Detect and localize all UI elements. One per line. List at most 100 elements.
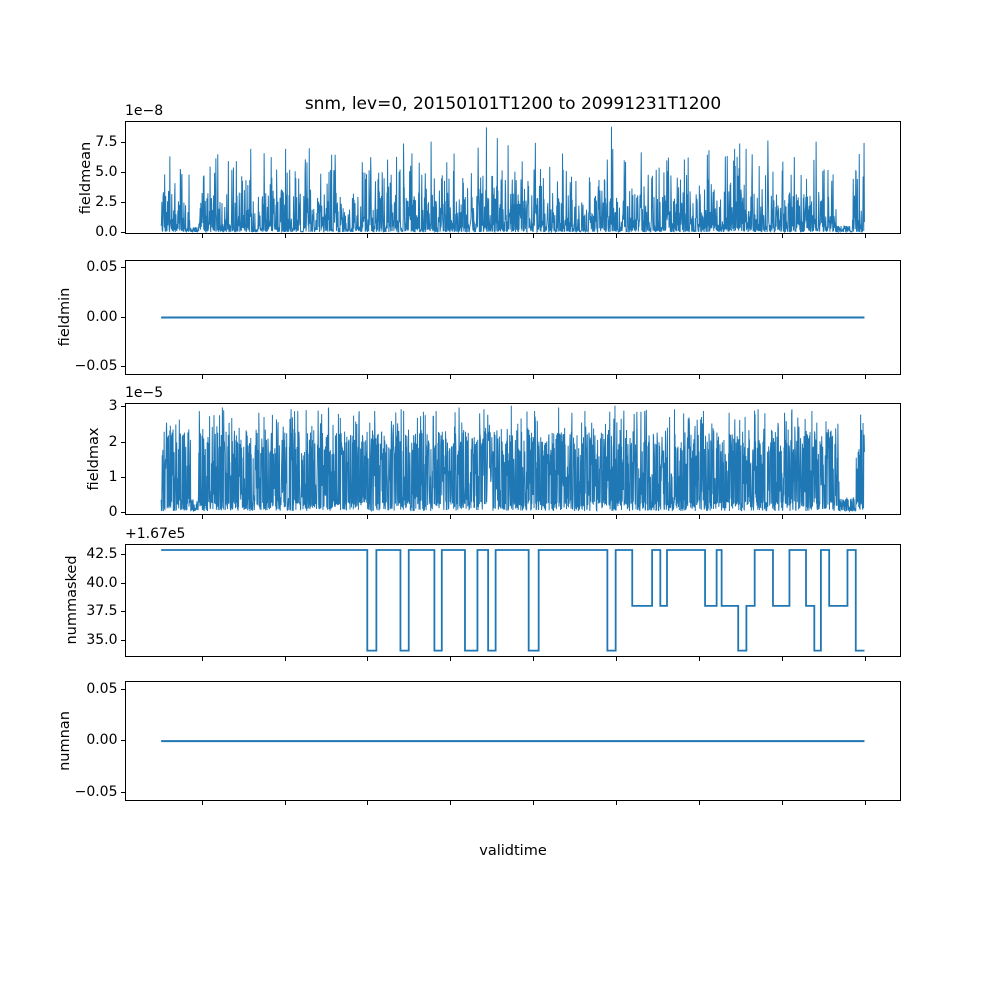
y-tick-label: 0.05 [86,259,118,276]
y-tick-mark [121,202,125,204]
y-tick-mark [121,582,125,584]
y-tick-mark [121,554,125,556]
numnan-plot-area [161,739,865,742]
y-tick-label: −0.05 [74,358,118,375]
y-axis-title-numnan: numnan [57,710,73,771]
subplot-fieldmean [125,121,901,234]
y-tick-label: 37.5 [86,603,118,620]
y-tick-label: 2 [108,433,118,450]
x-tick-mark [781,801,783,805]
x-tick-mark [284,656,286,661]
x-tick-mark [367,801,369,805]
x-tick-mark [533,375,535,379]
x-tick-mark [533,656,535,661]
offset-text-fieldmax: 1e−5 [125,385,164,402]
y-tick-label: 2.5 [95,194,118,211]
x-tick-mark [367,375,369,379]
y-tick-label: 7.5 [95,133,118,150]
offset-text-fieldmean: 1e−8 [125,103,164,119]
y-tick-mark [121,611,125,613]
x-tick-mark [864,515,866,519]
x-tick-mark [698,801,700,805]
y-tick-label: 3 [108,398,118,415]
x-tick-mark [864,234,866,238]
y-tick-label: 0 [108,504,118,520]
x-tick-mark [367,515,369,519]
nummasked-plot-area [161,549,865,652]
x-tick-mark [781,375,783,379]
y-tick-mark [121,141,125,143]
y-tick-label: 42.5 [86,546,118,563]
x-tick-mark [450,801,452,805]
y-tick-label: 1 [108,468,118,485]
x-tick-mark [201,656,203,661]
y-tick-label: 0.05 [86,681,118,698]
y-tick-mark [121,740,125,742]
x-tick-mark [698,234,700,238]
x-tick-mark [864,656,866,661]
y-tick-label: 0.00 [86,308,118,325]
y-tick-mark [121,512,125,513]
y-tick-mark [121,171,125,173]
fieldmin-plot-area [161,316,865,319]
x-tick-mark [450,656,452,661]
y-tick-mark [121,232,125,234]
x-tick-mark [616,375,618,379]
y-tick-label: −0.05 [74,783,118,800]
x-tick-mark [201,375,203,379]
x-tick-mark [533,234,535,238]
x-tick-mark [533,515,535,519]
x-tick-mark [616,234,618,238]
x-tick-mark [450,234,452,238]
y-tick-mark [121,441,125,443]
x-tick-mark [533,801,535,805]
x-axis-label: validtime [479,843,547,859]
y-tick-mark [121,639,125,641]
y-tick-mark [121,366,125,368]
x-tick-mark [284,234,286,238]
subplot-numnan [125,680,901,801]
x-tick-mark [698,515,700,519]
y-tick-mark [121,689,125,691]
x-tick-mark [864,801,866,805]
y-axis-title-fieldmin: fieldmin [57,288,73,347]
x-tick-mark [781,656,783,661]
y-tick-mark [121,791,125,793]
fieldmax-plot-area [160,406,865,514]
x-tick-mark [616,656,618,661]
fieldmax-line [160,406,865,514]
offset-text-nummasked: +1.67e5 [125,526,186,542]
subplot-nummasked [125,544,901,657]
x-tick-mark [616,801,618,805]
fieldmean-line [160,126,865,233]
y-tick-label: 40.0 [86,574,118,591]
nummasked-line [161,549,865,652]
x-tick-mark [450,515,452,519]
y-tick-mark [121,267,125,269]
x-tick-mark [450,375,452,379]
y-tick-label: 0.0 [95,224,118,241]
y-tick-label: 5.0 [95,163,118,180]
x-tick-mark [367,234,369,238]
y-tick-mark [121,476,125,478]
y-tick-mark [121,316,125,318]
x-tick-mark [698,656,700,661]
subplot-fieldmin [125,259,901,375]
y-tick-label: 0.00 [86,732,118,749]
x-tick-mark [781,234,783,238]
x-tick-mark [781,515,783,519]
subplot-fieldmax [125,403,901,515]
x-tick-mark [201,801,203,805]
x-tick-mark [284,375,286,379]
x-tick-mark [367,656,369,661]
x-tick-mark [201,515,203,519]
x-tick-mark [698,375,700,379]
x-tick-mark [284,801,286,805]
chart-title: snm, lev=0, 20150101T1200 to 20991231T12… [304,94,722,114]
y-tick-mark [121,406,125,408]
y-axis-title-fieldmean: fieldmean [78,141,94,214]
y-axis-title-fieldmax: fieldmax [86,427,102,491]
fieldmean-plot-area [160,126,865,233]
x-tick-mark [616,515,618,519]
